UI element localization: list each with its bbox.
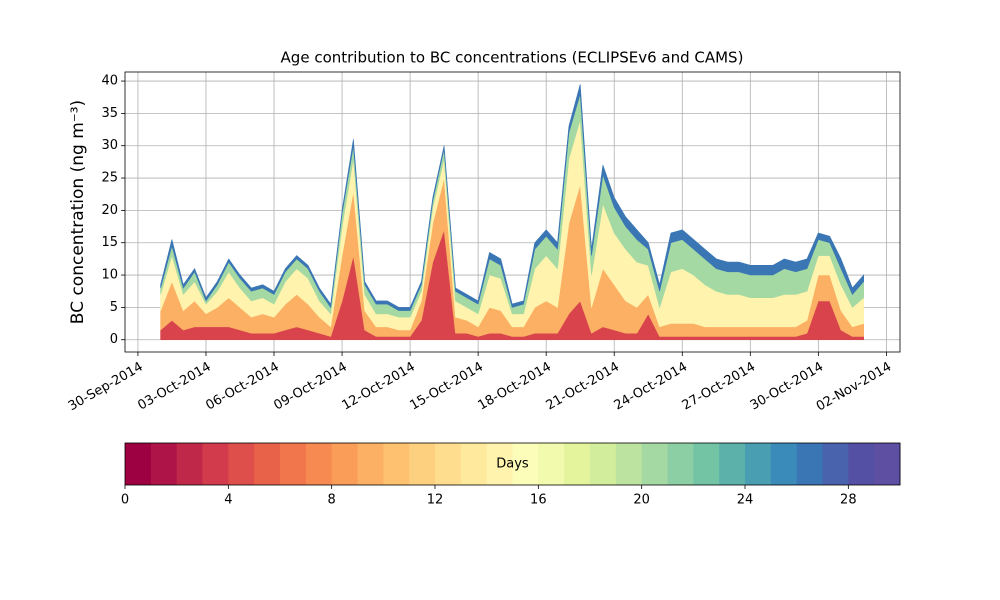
colorbar-bin [460, 443, 488, 485]
colorbar-bin [357, 443, 384, 485]
colorbar-bin [564, 443, 591, 485]
colorbar-bin [486, 443, 513, 485]
colorbar-bin [693, 443, 720, 485]
colorbar-bin [848, 443, 875, 485]
colorbar-tick-label: 4 [224, 493, 232, 508]
colorbar-bin [512, 443, 539, 485]
colorbar-label: Days [496, 457, 529, 472]
colorbar-tick-label: 20 [633, 493, 650, 508]
colorbar-bin [383, 443, 410, 485]
colorbar-bin [280, 443, 307, 485]
colorbar-tick-label: 24 [737, 493, 754, 508]
y-tick-label: 0 [110, 332, 118, 347]
area-layer [160, 84, 864, 311]
axes-frame [124, 71, 901, 353]
x-tick-label: 12-Oct-2014 [339, 360, 417, 414]
colorbar-tick-label: 12 [427, 493, 444, 508]
chart-title: Age contribution to BC concentrations (E… [281, 49, 744, 67]
colorbar: Days 0 4 8 12 16 20 24 28 [121, 442, 901, 508]
x-tick-label: 15-Oct-2014 [407, 360, 485, 414]
colorbar-bin [305, 443, 333, 485]
y-tick-label: 40 [101, 74, 118, 89]
x-tick-label: 30-Oct-2014 [748, 360, 826, 414]
colorbar-bin [874, 443, 901, 485]
x-tick-label: 06-Oct-2014 [203, 360, 281, 414]
x-tick-label: 27-Oct-2014 [680, 360, 758, 414]
colorbar-tick-label: 28 [840, 493, 857, 508]
y-tick-label: 5 [110, 300, 118, 315]
colorbar-bin [770, 443, 798, 485]
x-tick-label: 09-Oct-2014 [271, 360, 349, 414]
colorbar-bin [409, 443, 436, 485]
colorbar-bin [641, 443, 668, 485]
plot-area: 0 5 10 15 20 25 30 35 40 30-Sep-201403-Oct-201406… [66, 71, 901, 415]
colorbar-bin [745, 443, 772, 485]
y-tick-label: 10 [101, 268, 118, 283]
colorbar-bin [202, 443, 229, 485]
colorbar-tick-label: 0 [121, 493, 129, 508]
colorbar-bin [435, 443, 462, 485]
colorbar-bin [176, 443, 203, 485]
colorbar-bin [667, 443, 694, 485]
colorbar-frame [124, 442, 901, 486]
x-tick-label: 03-Oct-2014 [135, 360, 213, 414]
x-tick-label: 30-Sep-2014 [66, 360, 146, 415]
y-tick-label: 20 [101, 203, 118, 218]
colorbar-tick-label: 16 [530, 493, 547, 508]
colorbar-bin [822, 443, 849, 485]
colorbar-tick-label: 8 [328, 493, 336, 508]
colorbar-bin [796, 443, 823, 485]
colorbar-bin [150, 443, 178, 485]
x-tick-label: 24-Oct-2014 [612, 360, 690, 414]
colorbar-bin [719, 443, 746, 485]
colorbar-bin [331, 443, 358, 485]
colorbar-bin [615, 443, 643, 485]
colorbar-bin [254, 443, 281, 485]
colorbar-bin [125, 443, 152, 485]
y-axis-label: BC concentration (ng m⁻³) [68, 100, 88, 324]
y-tick-label: 15 [101, 235, 118, 250]
x-tick-label: 18-Oct-2014 [476, 360, 554, 414]
y-tick-label: 35 [101, 106, 118, 121]
x-tick-label: 02-Nov-2014 [814, 360, 894, 415]
colorbar-bin [590, 443, 617, 485]
y-tick-label: 25 [101, 171, 118, 186]
y-tick-label: 30 [101, 138, 118, 153]
colorbar-bin [228, 443, 255, 485]
x-tick-label: 21-Oct-2014 [544, 360, 622, 414]
colorbar-bin [538, 443, 565, 485]
area-layer [160, 93, 864, 318]
